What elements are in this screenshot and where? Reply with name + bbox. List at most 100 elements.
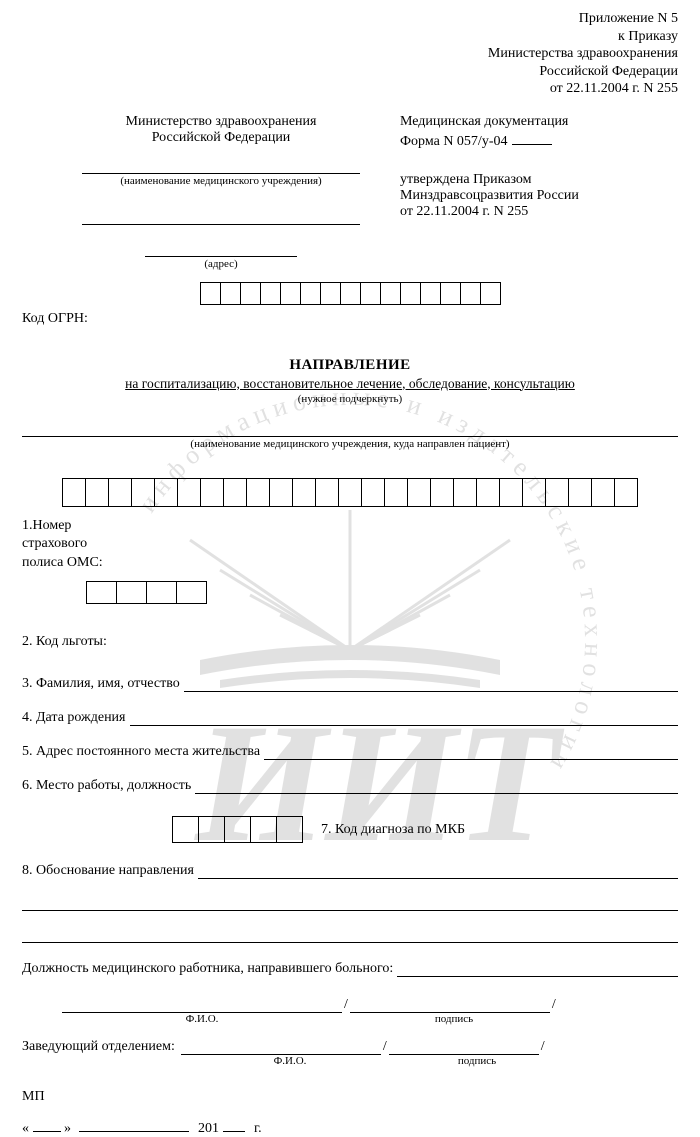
cell[interactable]	[400, 282, 420, 304]
cell[interactable]	[546, 478, 569, 506]
cell[interactable]	[63, 478, 86, 506]
approved-line: утверждена Приказом	[400, 172, 678, 188]
date-row: « » 201 г.	[22, 1119, 678, 1137]
doc-title: НАПРАВЛЕНИЕ	[22, 357, 678, 374]
cell[interactable]	[360, 282, 380, 304]
cell[interactable]	[247, 478, 270, 506]
form-info-block: Медицинская документация Форма N 057/у-0…	[380, 114, 678, 270]
dob-field[interactable]	[130, 711, 679, 726]
cell[interactable]	[408, 478, 431, 506]
form-number-blank[interactable]	[512, 132, 552, 145]
cell[interactable]	[173, 817, 199, 843]
policy-series-boxes[interactable]	[86, 581, 207, 604]
cell[interactable]	[201, 478, 224, 506]
ministry-line: Российской Федерации	[82, 130, 360, 146]
cell[interactable]	[460, 282, 480, 304]
cell[interactable]	[569, 478, 592, 506]
fio-field[interactable]	[184, 677, 678, 692]
cell[interactable]	[199, 817, 225, 843]
cell[interactable]	[477, 478, 500, 506]
slash: /	[550, 997, 558, 1013]
cell[interactable]	[147, 582, 177, 604]
ogrn-boxes[interactable]	[200, 282, 501, 305]
cell[interactable]	[86, 478, 109, 506]
reason-field-1[interactable]	[198, 864, 678, 879]
cell[interactable]	[592, 478, 615, 506]
approved-line: от 22.11.2004 г. N 255	[400, 204, 678, 220]
appendix-block: Приложение N 5 к Приказу Министерства зд…	[22, 10, 678, 98]
cell[interactable]	[177, 582, 207, 604]
address-field[interactable]	[264, 745, 678, 760]
fio-caption: Ф.И.О.	[190, 1055, 390, 1067]
date-day-field[interactable]	[33, 1119, 61, 1132]
cell[interactable]	[523, 478, 546, 506]
cell[interactable]	[380, 282, 400, 304]
cell[interactable]	[117, 582, 147, 604]
year-prefix: 201	[198, 1121, 219, 1136]
approved-line: Минздравсоцразвития России	[400, 188, 678, 204]
cell[interactable]	[300, 282, 320, 304]
head-fio-field[interactable]	[181, 1039, 381, 1055]
head-sign-field[interactable]	[389, 1039, 539, 1055]
position-field[interactable]	[397, 962, 678, 977]
cell[interactable]	[200, 282, 220, 304]
cell[interactable]	[178, 478, 201, 506]
cell[interactable]	[270, 478, 293, 506]
institution-addr-field-2[interactable]	[145, 239, 298, 257]
cell[interactable]	[454, 478, 477, 506]
item-2-label: 2. Код льготы:	[22, 634, 111, 650]
sign-caption: подпись	[402, 1055, 552, 1067]
doctor-sign-field[interactable]	[350, 997, 550, 1013]
cell[interactable]	[225, 817, 251, 843]
ogrn-boxes-wrap	[22, 282, 678, 305]
cell[interactable]	[420, 282, 440, 304]
date-year-field[interactable]	[223, 1119, 245, 1132]
work-field[interactable]	[195, 779, 678, 794]
item-1-label: 1.Номер страхового полиса ОМС:	[22, 517, 678, 574]
cell[interactable]	[260, 282, 280, 304]
appendix-line: к Приказу	[22, 28, 678, 46]
cell[interactable]	[132, 478, 155, 506]
date-month-field[interactable]	[79, 1119, 189, 1132]
slash: /	[539, 1039, 547, 1055]
cell[interactable]	[280, 282, 300, 304]
mkb-code-boxes[interactable]	[172, 816, 303, 843]
cell[interactable]	[220, 282, 240, 304]
form-number-label: Форма N 057/у-04	[400, 134, 508, 150]
stamp-label: МП	[22, 1089, 678, 1105]
doctor-fio-field[interactable]	[62, 997, 342, 1013]
cell[interactable]	[615, 478, 638, 506]
cell[interactable]	[431, 478, 454, 506]
institution-name-caption: (наименование медицинского учреждения)	[82, 175, 360, 187]
issuer-block: Министерство здравоохранения Российской …	[22, 114, 380, 270]
appendix-line: от 22.11.2004 г. N 255	[22, 80, 678, 98]
cell[interactable]	[240, 282, 260, 304]
policy-number-boxes[interactable]	[62, 478, 638, 507]
doc-type-label: Медицинская документация	[400, 114, 678, 130]
cell[interactable]	[109, 478, 132, 506]
destination-caption: (наименование медицинского учреждения, к…	[22, 438, 678, 450]
reason-field-3[interactable]	[22, 925, 678, 943]
cell[interactable]	[316, 478, 339, 506]
cell[interactable]	[87, 582, 117, 604]
item-5-label: 5. Адрес постоянного места жительства	[22, 744, 264, 760]
cell[interactable]	[277, 817, 303, 843]
institution-addr-field-1[interactable]	[82, 207, 360, 225]
cell[interactable]	[340, 282, 360, 304]
cell[interactable]	[251, 817, 277, 843]
cell[interactable]	[500, 478, 523, 506]
cell[interactable]	[480, 282, 500, 304]
cell[interactable]	[339, 478, 362, 506]
appendix-line: Приложение N 5	[22, 10, 678, 28]
cell[interactable]	[362, 478, 385, 506]
cell[interactable]	[385, 478, 408, 506]
institution-name-field[interactable]	[82, 156, 360, 174]
cell[interactable]	[293, 478, 316, 506]
cell[interactable]	[440, 282, 460, 304]
ministry-line: Министерство здравоохранения	[82, 114, 360, 130]
cell[interactable]	[320, 282, 340, 304]
destination-field[interactable]	[22, 419, 678, 437]
cell[interactable]	[155, 478, 178, 506]
reason-field-2[interactable]	[22, 893, 678, 911]
cell[interactable]	[224, 478, 247, 506]
